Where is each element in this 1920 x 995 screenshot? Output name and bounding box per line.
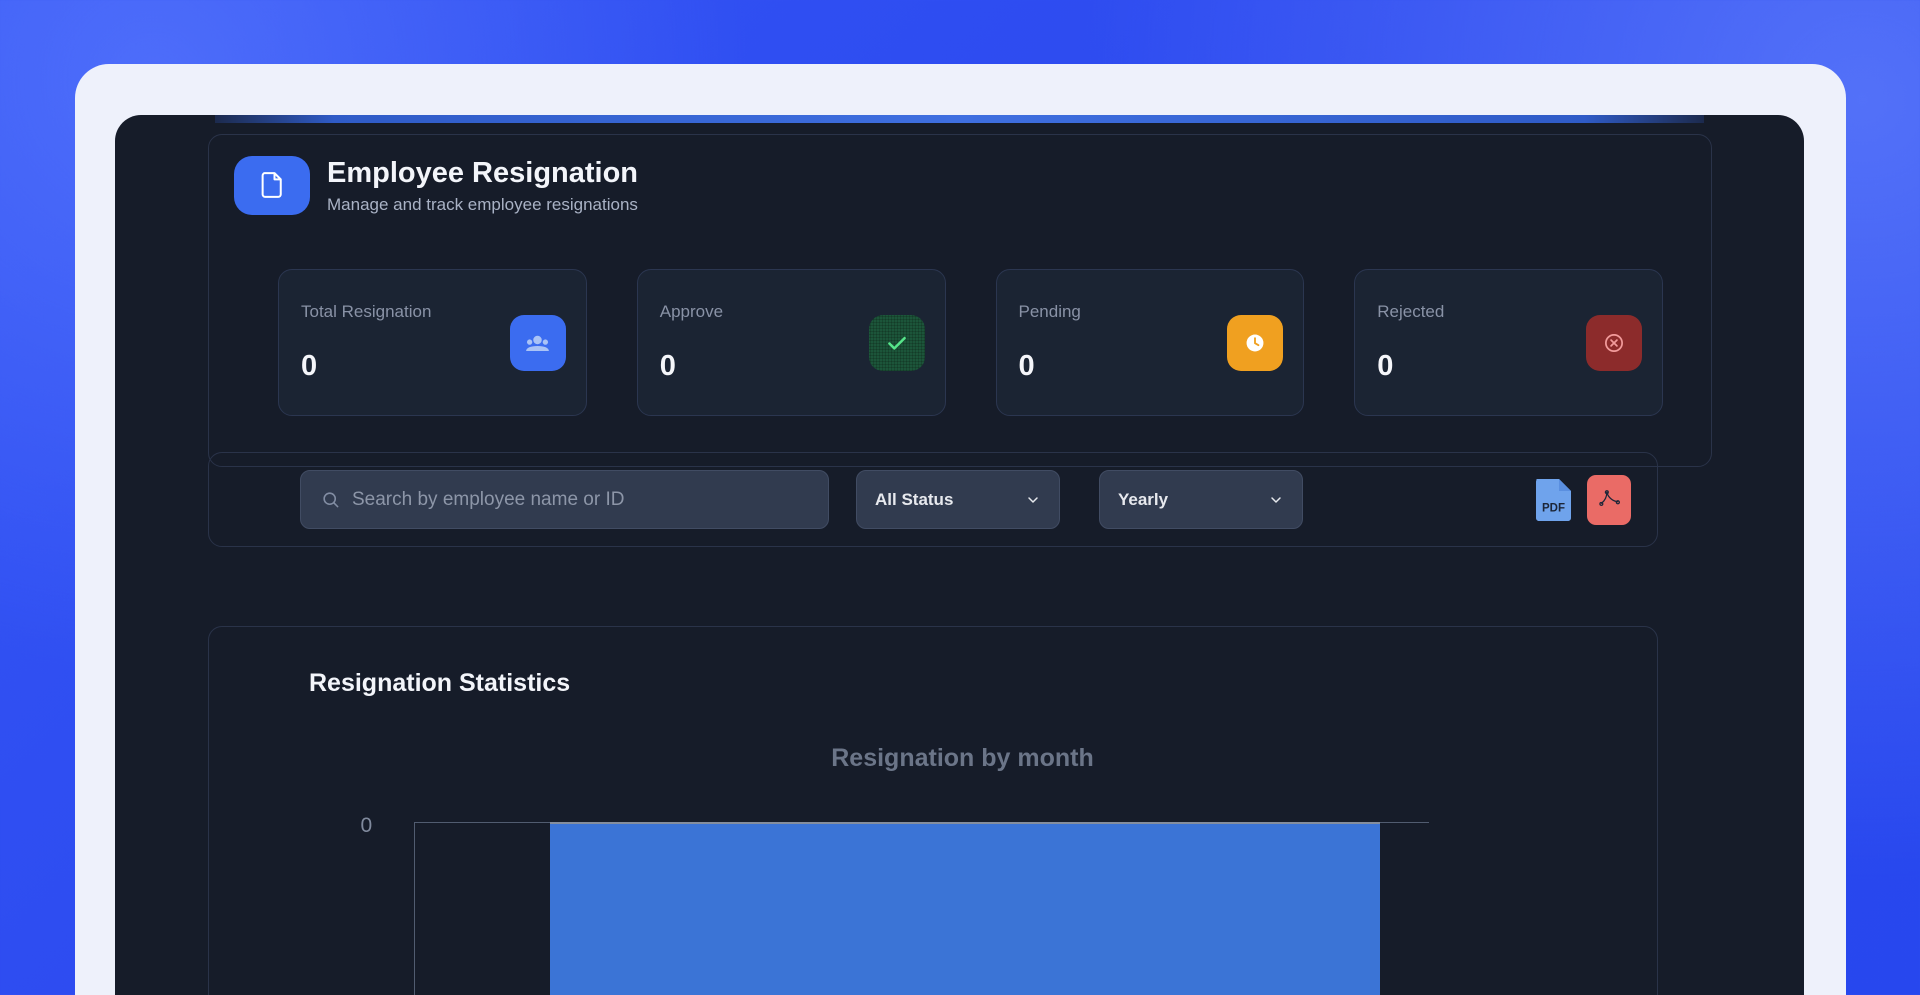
svg-text:PDF: PDF xyxy=(1542,503,1565,515)
